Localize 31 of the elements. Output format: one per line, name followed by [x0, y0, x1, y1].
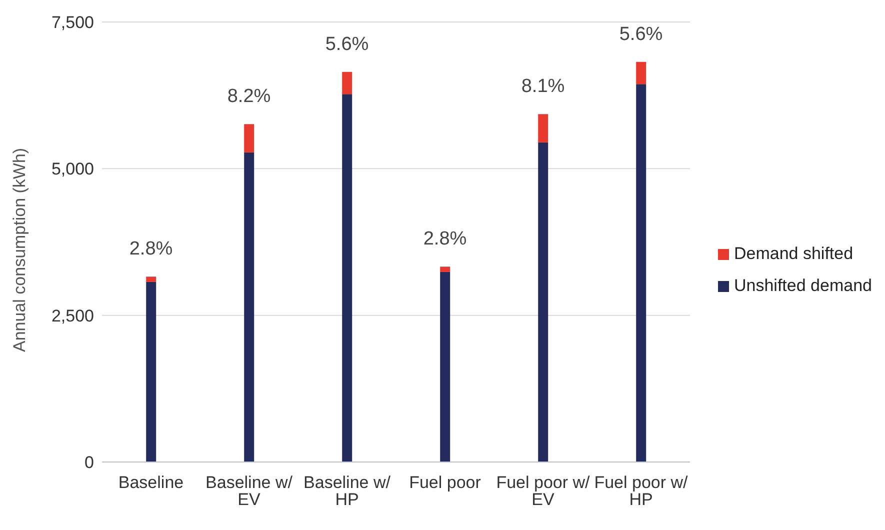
- bar: [636, 84, 646, 462]
- annotation: 2.8%: [423, 228, 467, 250]
- bar: [146, 282, 156, 462]
- annotation: 8.2%: [227, 86, 271, 108]
- y-tick-label: 5,000: [51, 160, 94, 179]
- x-tick-label: Fuel poor w/ HP: [594, 473, 688, 510]
- legend-label: Unshifted demand: [734, 276, 872, 296]
- bar: [342, 94, 352, 462]
- legend-label: Demand shifted: [734, 244, 854, 264]
- x-tick-label: Baseline: [118, 473, 184, 492]
- bar: [342, 72, 352, 94]
- y-tick-label: 0: [84, 453, 94, 472]
- annotation: 2.8%: [129, 238, 173, 260]
- annotation: 5.6%: [619, 24, 663, 45]
- y-axis-title: Annual consumption (kWh): [10, 148, 30, 352]
- x-tick-label: Baseline w/ EV: [206, 473, 293, 510]
- annotation: 8.1%: [521, 76, 565, 98]
- bar: [636, 62, 646, 84]
- annotation: 5.6%: [325, 34, 369, 55]
- bar: [146, 276, 156, 282]
- bar: [440, 266, 450, 272]
- x-tick-label: Fuel poor: [409, 473, 482, 492]
- bar: [244, 152, 254, 462]
- bar: [538, 142, 548, 462]
- bar: [440, 272, 450, 462]
- y-tick-label: 2,500: [51, 306, 94, 326]
- y-tick-label: 7,500: [51, 13, 94, 32]
- x-tick-label: Fuel poor w/ EV: [496, 473, 590, 510]
- bar: [244, 124, 254, 152]
- x-tick-label: Baseline w/ HP: [304, 473, 391, 510]
- bar: [538, 114, 548, 142]
